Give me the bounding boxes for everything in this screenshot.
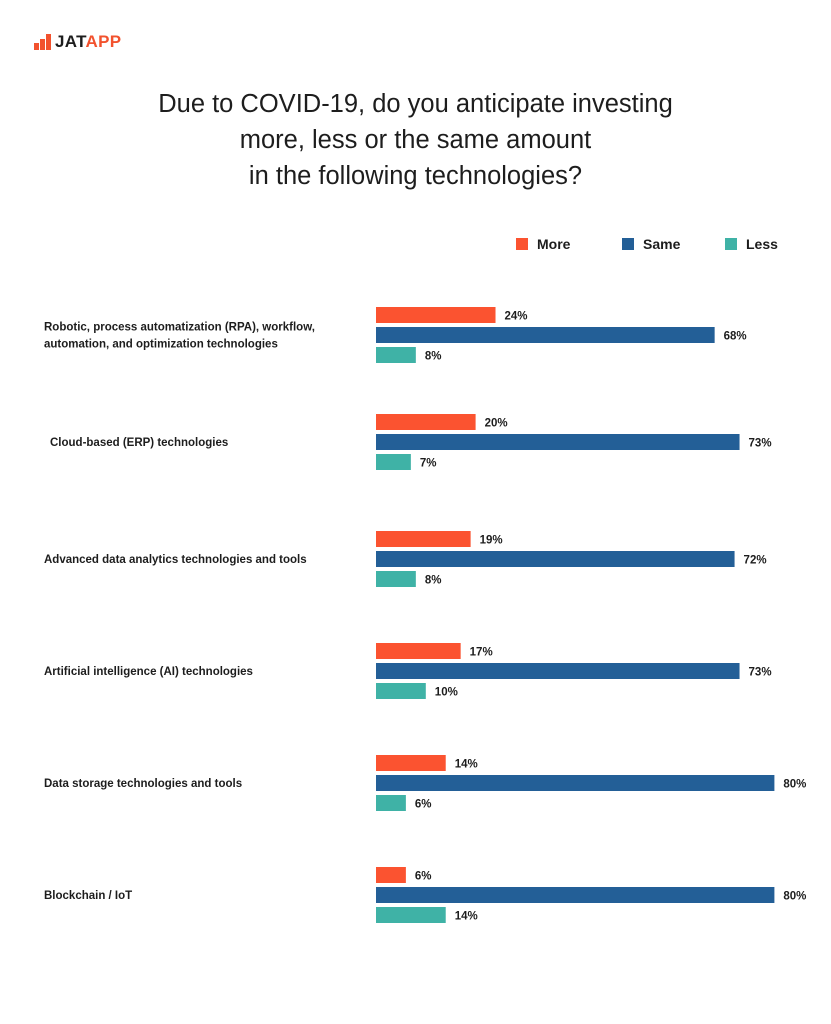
data-label-same: 73% — [749, 667, 772, 679]
data-label-same: 80% — [783, 779, 806, 791]
bar-same — [376, 327, 715, 343]
data-label-same: 80% — [783, 891, 806, 903]
bar-more — [376, 643, 461, 659]
bar-same — [376, 775, 775, 791]
category-label: Artificial intelligence (AI) technologie… — [44, 666, 253, 678]
brand-name-part2: APP — [85, 32, 122, 51]
bar-same — [376, 434, 740, 450]
bar-less — [376, 347, 416, 363]
data-label-same: 68% — [724, 331, 747, 343]
category-label: Advanced data analytics technologies and… — [44, 554, 307, 566]
legend-label-same: Same — [643, 236, 681, 252]
category-label: Blockchain / IoT — [44, 890, 132, 902]
legend-label-more: More — [537, 236, 571, 252]
category-label-line: Artificial intelligence (AI) technologie… — [44, 666, 253, 678]
data-label-less: 10% — [435, 687, 458, 699]
chart-title-line: Due to COVID-19, do you anticipate inves… — [158, 90, 673, 118]
bar-more — [376, 755, 446, 771]
bar-more — [376, 531, 471, 547]
legend-swatch-same — [622, 238, 634, 250]
legend-swatch-more — [516, 238, 528, 250]
bar-less — [376, 571, 416, 587]
brand-name-part1: JAT — [55, 32, 86, 51]
bar-more — [376, 307, 496, 323]
category-label: Cloud-based (ERP) technologies — [50, 437, 228, 449]
data-label-more: 17% — [470, 647, 493, 659]
bar-less — [376, 795, 406, 811]
chart-title-line: more, less or the same amount — [239, 126, 592, 154]
data-label-less: 7% — [420, 458, 437, 470]
category-label-line: Blockchain / IoT — [44, 890, 132, 902]
legend-item-same: Same — [622, 234, 680, 254]
chart-title: Due to COVID-19, do you anticipate inves… — [0, 86, 831, 194]
chart-title-line: in the following technologies? — [248, 162, 583, 190]
legend-item-less: Less — [725, 234, 778, 254]
legend-label-less: Less — [746, 236, 778, 252]
data-label-more: 20% — [485, 418, 508, 430]
category-label: Robotic, process automatization (RPA), w… — [44, 322, 315, 351]
data-label-less: 8% — [425, 575, 442, 587]
bar-less — [376, 454, 411, 470]
logo-mark-icon — [34, 34, 51, 50]
bar-less — [376, 683, 426, 699]
data-label-less: 8% — [425, 351, 442, 363]
category-label: Data storage technologies and tools — [44, 778, 242, 790]
data-label-less: 6% — [415, 799, 432, 811]
category-label-line: Advanced data analytics technologies and… — [44, 554, 307, 566]
legend-swatch-less — [725, 238, 737, 250]
data-label-more: 6% — [415, 871, 432, 883]
chart-legend: More Same Less — [0, 234, 831, 254]
bar-more — [376, 414, 476, 430]
brand-name: JATAPP — [55, 32, 121, 52]
data-label-more: 24% — [505, 311, 528, 323]
data-label-more: 19% — [480, 535, 503, 547]
legend-item-more: More — [516, 234, 570, 254]
category-label-line: automation, and optimization technologie… — [44, 339, 278, 351]
bar-same — [376, 551, 735, 567]
brand-logo: JATAPP — [34, 32, 121, 52]
bar-same — [376, 663, 740, 679]
category-label-line: Robotic, process automatization (RPA), w… — [44, 322, 315, 334]
data-label-less: 14% — [455, 911, 478, 923]
data-label-more: 14% — [455, 759, 478, 771]
category-label-line: Data storage technologies and tools — [44, 778, 242, 790]
bar-less — [376, 907, 446, 923]
category-label-line: Cloud-based (ERP) technologies — [50, 437, 228, 449]
data-label-same: 72% — [744, 555, 767, 567]
bar-same — [376, 887, 775, 903]
bar-more — [376, 867, 406, 883]
data-label-same: 73% — [749, 438, 772, 450]
